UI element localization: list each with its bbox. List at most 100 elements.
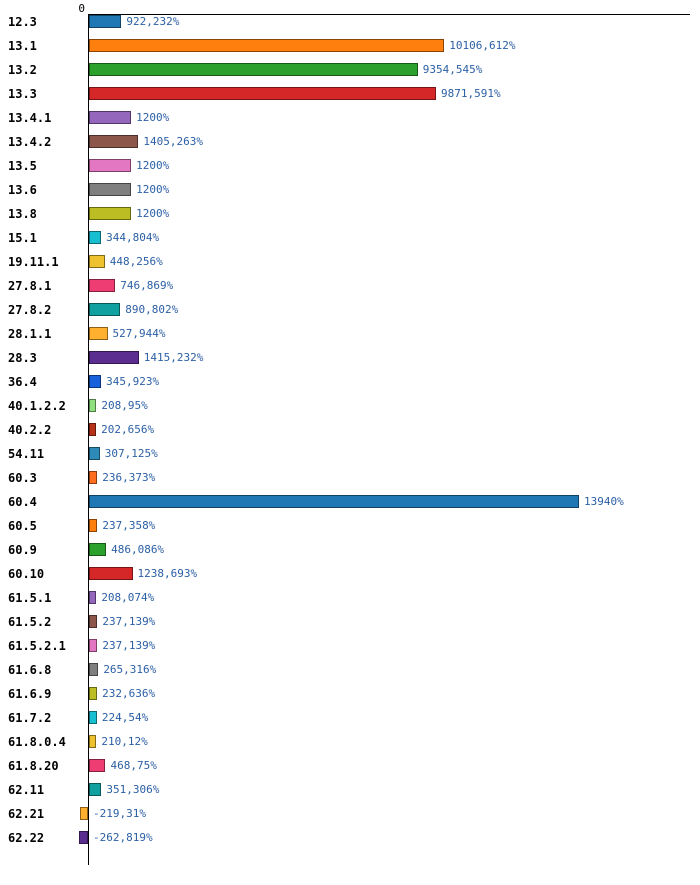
bar-value-label: 468,75%	[110, 759, 157, 772]
chart-row: 60.4 13940%	[0, 490, 700, 514]
category-label: 15.1	[8, 231, 37, 245]
bar-value-label: 344,804%	[106, 231, 160, 244]
category-label: 40.2.2	[8, 423, 52, 437]
bar	[89, 591, 97, 604]
category-label: 27.8.1	[8, 279, 52, 293]
bar-value-label: 1200%	[136, 207, 170, 220]
bar	[89, 231, 102, 244]
category-label: 54.11	[8, 447, 45, 461]
chart-row: 13.1 10106,612%	[0, 34, 700, 58]
bar	[89, 327, 108, 340]
category-label: 61.8.20	[8, 759, 59, 773]
bar	[89, 711, 97, 724]
bar	[89, 447, 100, 460]
y-axis-line	[88, 14, 89, 865]
chart-row: 40.1.2.2 208,95%	[0, 394, 700, 418]
category-label: 60.4	[8, 495, 37, 509]
x-axis-line	[88, 14, 690, 15]
bar-value-label: 922,232%	[126, 15, 180, 28]
bar	[89, 15, 122, 28]
category-label: 61.5.1	[8, 591, 52, 605]
category-label: 19.11.1	[8, 255, 59, 269]
bar-value-label: 345,923%	[106, 375, 160, 388]
chart-row: 61.7.2 224,54%	[0, 706, 700, 730]
chart-row: 62.21 -219,31%	[0, 802, 700, 826]
bar-value-label: 208,95%	[101, 399, 148, 412]
bar-value-label: 9871,591%	[440, 87, 501, 100]
bar	[89, 567, 133, 580]
bar	[89, 351, 139, 364]
category-label: 60.5	[8, 519, 37, 533]
bar-value-label: 307,125%	[104, 447, 158, 460]
axis-zero-label: 0	[78, 2, 85, 15]
bar	[78, 831, 88, 844]
category-label: 61.8.0.4	[8, 735, 66, 749]
category-label: 28.3	[8, 351, 37, 365]
category-label: 61.7.2	[8, 711, 52, 725]
bar	[89, 495, 579, 508]
bar	[89, 375, 102, 388]
category-label: 12.3	[8, 15, 37, 29]
bar	[89, 663, 99, 676]
category-label: 61.5.2	[8, 615, 52, 629]
bar	[89, 303, 121, 316]
category-label: 60.10	[8, 567, 45, 581]
bar	[80, 807, 88, 820]
category-label: 61.5.2.1	[8, 639, 66, 653]
bar	[89, 543, 107, 556]
bar-value-label: 237,139%	[102, 615, 156, 628]
chart-row: 62.22 -262,819%	[0, 826, 700, 850]
bar-value-label: 210,12%	[101, 735, 148, 748]
category-label: 13.2	[8, 63, 37, 77]
chart-row: 13.3 9871,591%	[0, 82, 700, 106]
category-label: 62.21	[8, 807, 45, 821]
chart-row: 13.6 1200%	[0, 178, 700, 202]
category-label: 27.8.2	[8, 303, 52, 317]
chart-row: 61.6.8 265,316%	[0, 658, 700, 682]
chart-row: 28.3 1415,232%	[0, 346, 700, 370]
chart-row: 61.5.2 237,139%	[0, 610, 700, 634]
category-label: 61.6.8	[8, 663, 52, 677]
chart-row: 60.9 486,086%	[0, 538, 700, 562]
bar-value-label: 746,869%	[120, 279, 174, 292]
chart-row: 19.11.1 448,256%	[0, 250, 700, 274]
bar	[89, 615, 98, 628]
bar-value-label: 1415,232%	[143, 351, 204, 364]
bar-value-label: 10106,612%	[449, 39, 516, 52]
chart-row: 61.5.1 208,074%	[0, 586, 700, 610]
bar-value-label: 236,373%	[102, 471, 156, 484]
bar-value-label: 1200%	[136, 111, 170, 124]
chart-row: 60.5 237,358%	[0, 514, 700, 538]
bar-value-label: 486,086%	[111, 543, 165, 556]
bar	[89, 783, 102, 796]
bar	[89, 207, 132, 220]
category-label: 61.6.9	[8, 687, 52, 701]
bar-value-label: 448,256%	[109, 255, 163, 268]
category-label: 13.4.1	[8, 111, 52, 125]
bar	[89, 63, 418, 76]
bar	[89, 687, 98, 700]
chart-row: 61.6.9 232,636%	[0, 682, 700, 706]
chart-row: 13.4.2 1405,263%	[0, 130, 700, 154]
bar-value-label: 9354,545%	[422, 63, 483, 76]
bar	[89, 279, 116, 292]
bar	[89, 519, 98, 532]
chart-row: 28.1.1 527,944%	[0, 322, 700, 346]
bar-value-label: 1200%	[136, 183, 170, 196]
chart-row: 40.2.2 202,656%	[0, 418, 700, 442]
bar	[89, 735, 97, 748]
chart-row: 61.5.2.1 237,139%	[0, 634, 700, 658]
bar	[89, 639, 98, 652]
chart-row: 27.8.2 890,802%	[0, 298, 700, 322]
chart-row: 62.11 351,306%	[0, 778, 700, 802]
chart-row: 27.8.1 746,869%	[0, 274, 700, 298]
bar	[89, 111, 132, 124]
chart-row: 61.8.0.4 210,12%	[0, 730, 700, 754]
chart-row: 12.3 922,232%	[0, 10, 700, 34]
category-label: 62.22	[8, 831, 45, 845]
bar	[89, 39, 445, 52]
bar-value-label: -262,819%	[93, 831, 153, 844]
chart-row: 13.4.1 1200%	[0, 106, 700, 130]
bar	[89, 183, 132, 196]
bar-value-label: 202,656%	[101, 423, 155, 436]
